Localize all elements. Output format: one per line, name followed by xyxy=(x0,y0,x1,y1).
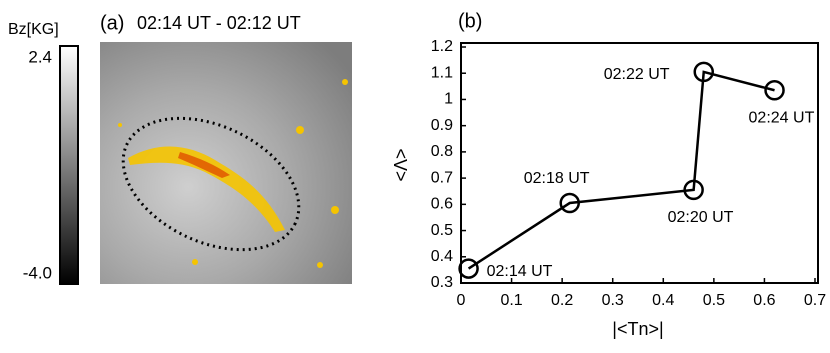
y-tick-label: 0.7 xyxy=(431,169,453,186)
x-tick-label: 0.1 xyxy=(500,292,522,309)
data-line xyxy=(467,70,775,270)
data-point xyxy=(458,258,479,279)
y-tick-label: 0.5 xyxy=(431,222,453,239)
y-tick-label: 1.1 xyxy=(431,64,453,81)
x-tick-label: 0.2 xyxy=(551,292,573,309)
y-tick-label: 0.3 xyxy=(431,274,453,291)
panel-label: (b) xyxy=(458,10,482,32)
data-point xyxy=(683,179,704,201)
x-tick-label: 0.4 xyxy=(652,292,674,309)
data-point xyxy=(559,192,580,214)
panel-title: 02:14 UT - 02:12 UT xyxy=(137,13,301,33)
y-tick-label: 0.8 xyxy=(431,143,453,160)
point-label: 02:22 UT xyxy=(604,66,670,83)
point-label: 02:14 UT xyxy=(487,263,553,280)
point-label: 02:18 UT xyxy=(524,170,590,187)
data-point xyxy=(764,80,785,101)
magnetogram xyxy=(100,42,352,284)
y-tick-label: 1 xyxy=(444,91,453,108)
y-tick-label: 0.9 xyxy=(431,117,453,134)
x-axis-label: |<Tn>| xyxy=(612,319,663,339)
data-point xyxy=(693,61,714,83)
colorbar xyxy=(59,45,79,285)
colorbar-tick: -4.0 xyxy=(23,263,52,282)
y-tick-label: 1.2 xyxy=(431,38,453,55)
panel-label: (a) xyxy=(100,12,124,34)
x-tick-label: 0.6 xyxy=(753,292,775,309)
y-axis-label: <Λ> xyxy=(391,148,411,181)
x-tick-label: 0 xyxy=(457,292,466,309)
colorbar-label: Bz[KG] xyxy=(8,21,59,38)
plot-frame xyxy=(460,42,819,284)
point-label: 02:24 UT xyxy=(749,109,815,126)
x-tick-label: 0.5 xyxy=(703,292,725,309)
point-label: 02:20 UT xyxy=(668,209,734,226)
x-tick-label: 0.3 xyxy=(602,292,624,309)
y-tick-label: 0.6 xyxy=(431,196,453,213)
colorbar-tick: 2.4 xyxy=(28,47,52,66)
x-tick-label: 0.7 xyxy=(804,292,826,309)
y-tick-label: 0.4 xyxy=(431,248,453,265)
